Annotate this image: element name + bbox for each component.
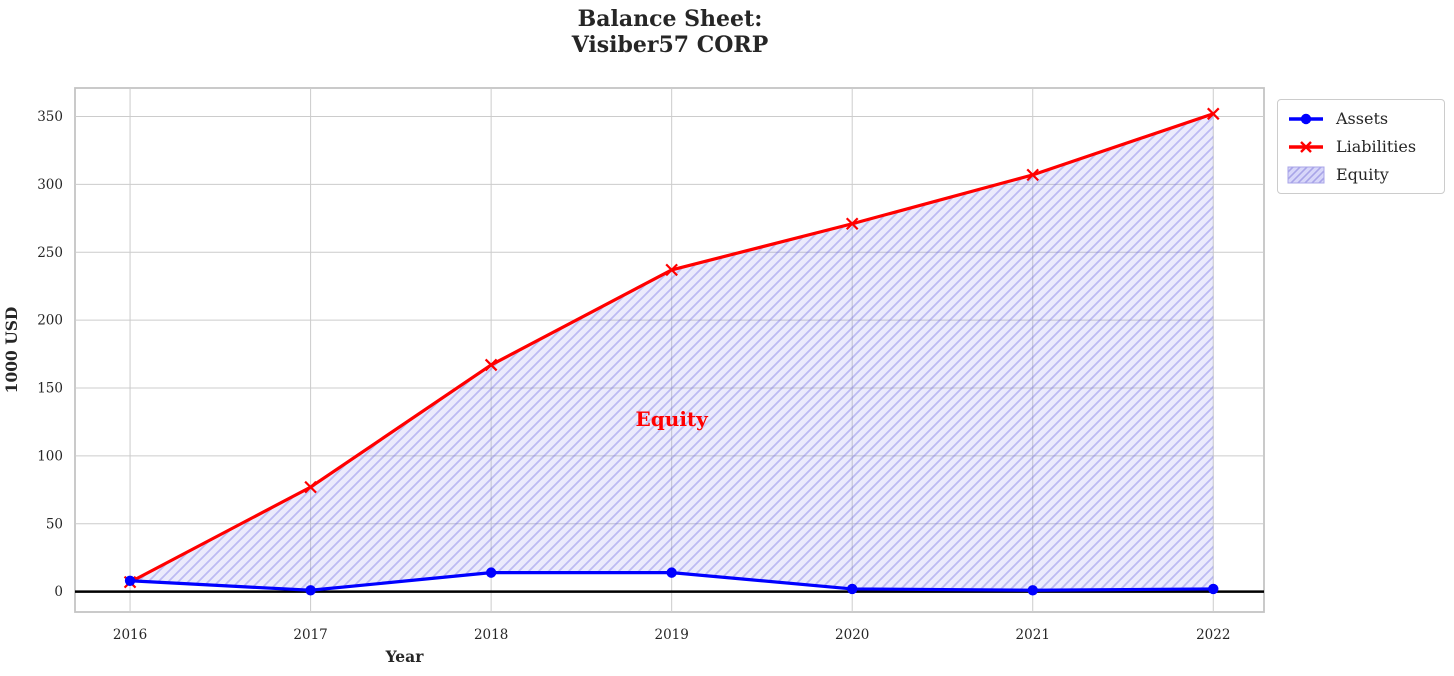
y-axis-label: 1000 USD: [2, 307, 21, 394]
svg-text:1000 USD: 1000 USD: [2, 307, 21, 394]
equity-patch-icon: [1287, 166, 1325, 183]
svg-text:200: 200: [37, 313, 63, 329]
svg-text:300: 300: [37, 177, 63, 193]
svg-text:50: 50: [46, 516, 63, 532]
legend-label-equity: Equity: [1336, 165, 1389, 184]
chart-title-line1: Balance Sheet:: [577, 6, 763, 32]
svg-text:2018: 2018: [474, 627, 508, 643]
legend-label-liabilities: Liabilities: [1336, 137, 1417, 156]
x-tick-labels: 2016 2017 2018 2019 2020 2021 2022: [113, 627, 1231, 643]
y-tick-labels: 0 50 100 150 200 250 300 350: [37, 109, 63, 600]
equity-annotation: Equity: [636, 407, 710, 431]
svg-text:Equity: Equity: [636, 407, 710, 431]
assets-line-marker-icon: [1289, 113, 1323, 124]
legend: Assets Liabilities Equity: [1277, 99, 1445, 194]
svg-text:2016: 2016: [113, 627, 147, 643]
svg-text:2019: 2019: [654, 627, 688, 643]
x-axis-label: Year: [385, 647, 425, 666]
liabilities-line-marker-icon: [1289, 140, 1323, 153]
svg-text:0: 0: [54, 584, 63, 600]
legend-item-equity: Equity: [1287, 163, 1434, 186]
chart-title-line2: Visiber57 CORP: [571, 32, 769, 58]
legend-item-liabilities: Liabilities: [1287, 135, 1434, 158]
svg-text:150: 150: [37, 381, 63, 397]
svg-text:2017: 2017: [293, 627, 327, 643]
legend-label-assets: Assets: [1336, 109, 1389, 128]
svg-text:350: 350: [37, 109, 63, 125]
svg-text:Year: Year: [385, 647, 425, 666]
svg-text:250: 250: [37, 245, 63, 261]
chart-title: Balance Sheet: Visiber57 CORP: [75, 6, 1265, 58]
equity-area: [130, 113, 1214, 591]
series-assets: [124, 567, 1219, 596]
legend-item-assets: Assets: [1287, 107, 1434, 130]
svg-text:2022: 2022: [1196, 627, 1230, 643]
svg-text:2021: 2021: [1016, 627, 1050, 643]
svg-text:100: 100: [37, 448, 63, 464]
svg-text:2020: 2020: [835, 627, 869, 643]
